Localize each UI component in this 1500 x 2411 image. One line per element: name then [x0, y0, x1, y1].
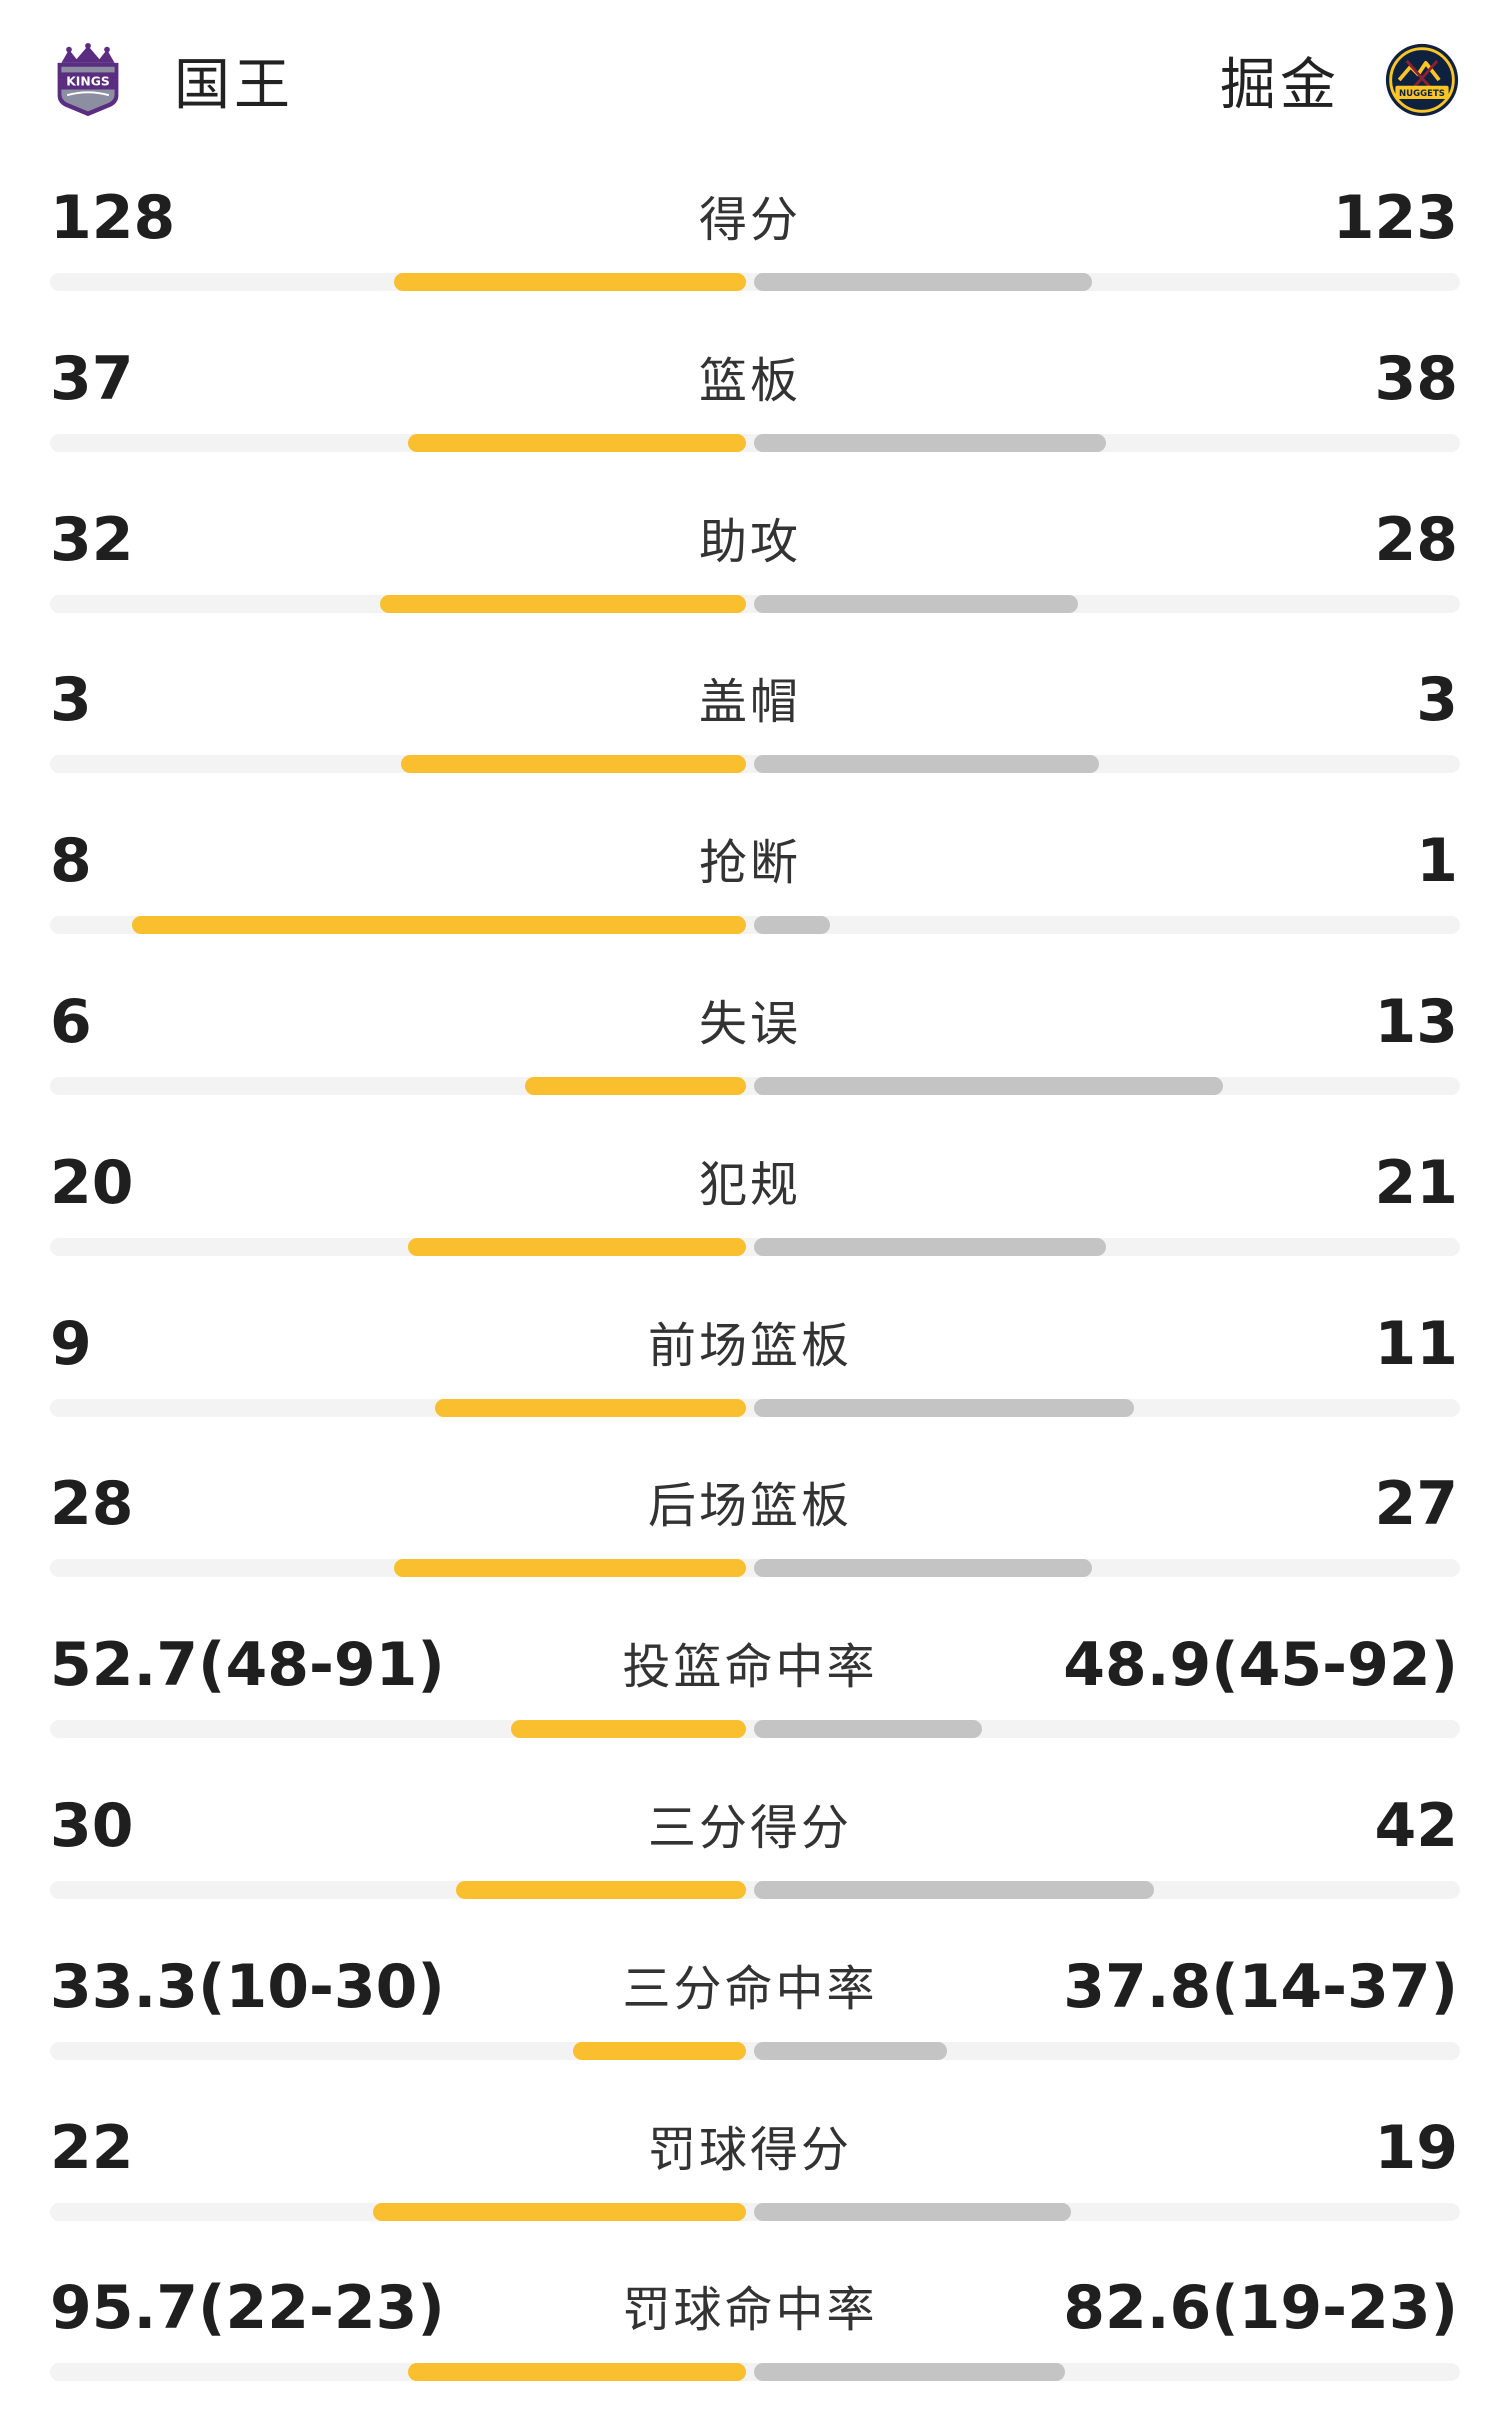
stat-row: 8 抢断 1	[0, 803, 1500, 964]
stat-row: 30 三分得分 42	[0, 1768, 1500, 1929]
home-team[interactable]: KINGS 国王	[50, 40, 294, 120]
stat-row: 37 篮板 38	[0, 321, 1500, 482]
home-stat-value: 33.3(10-30)	[50, 1951, 445, 2022]
away-stat-value: 27	[1374, 1469, 1459, 1540]
stat-label: 助攻	[698, 513, 802, 570]
away-stat-bar	[754, 1720, 982, 1739]
home-stat-value: 52.7(48-91)	[50, 1630, 445, 1701]
away-team[interactable]: NUGGETS 掘金	[1220, 40, 1460, 120]
home-stat-bar	[408, 2363, 746, 2382]
away-stat-value: 38	[1374, 343, 1459, 414]
stat-row: 52.7(48-91) 投篮命中率 48.9(45-92)	[0, 1607, 1500, 1768]
away-stat-bar	[754, 594, 1078, 613]
stat-row: 33.3(10-30) 三分命中率 37.8(14-37)	[0, 1929, 1500, 2090]
stat-row: 20 犯规 21	[0, 1125, 1500, 1286]
home-team-name: 国王	[174, 52, 294, 118]
away-stat-bar	[754, 755, 1099, 774]
away-stat-bar	[754, 1559, 1092, 1578]
stat-row: 9 前场篮板 11	[0, 1286, 1500, 1447]
home-stat-value: 22	[50, 2112, 134, 2183]
home-stat-value: 37	[50, 343, 134, 414]
stat-label: 后场篮板	[647, 1478, 853, 1535]
home-stat-value: 32	[50, 504, 134, 575]
home-stat-bar	[573, 2041, 746, 2060]
home-stat-bar	[380, 594, 746, 613]
home-stat-bar	[408, 433, 746, 452]
home-stat-value: 6	[50, 986, 92, 1057]
home-stat-bar	[435, 1398, 746, 1417]
away-stat-bar	[754, 273, 1092, 291]
stat-label: 前场篮板	[647, 1317, 853, 1374]
stat-label: 盖帽	[698, 674, 802, 731]
away-stat-bar	[754, 433, 1106, 452]
stat-label: 三分得分	[647, 1799, 853, 1856]
home-stat-value: 3	[50, 665, 92, 736]
home-stat-value: 30	[50, 1790, 134, 1861]
away-stat-value: 82.6(19-23)	[1063, 2273, 1458, 2344]
away-team-name: 掘金	[1220, 52, 1340, 118]
home-stat-value: 9	[50, 1308, 92, 1379]
stat-row: 22 罚球得分 19	[0, 2090, 1500, 2251]
nuggets-logo-icon: NUGGETS	[1385, 43, 1459, 117]
home-stat-bar	[394, 1559, 746, 1578]
away-stat-bar	[754, 1237, 1106, 1256]
matchup-header: KINGS 国王 NUGGETS 掘金	[0, 0, 1500, 170]
stat-label: 投篮命中率	[622, 1639, 878, 1696]
home-stat-value: 95.7(22-23)	[50, 2273, 445, 2344]
away-stat-value: 42	[1374, 1790, 1459, 1861]
svg-text:NUGGETS: NUGGETS	[1399, 89, 1445, 99]
stat-label: 得分	[698, 192, 802, 248]
home-stat-bar	[373, 2202, 746, 2221]
stat-row: 3 盖帽 3	[0, 642, 1500, 803]
away-stat-bar	[754, 2202, 1071, 2221]
away-stat-value: 21	[1374, 1147, 1459, 1218]
svg-text:KINGS: KINGS	[66, 75, 110, 89]
away-stat-value: 123	[1332, 183, 1458, 253]
away-stat-value: 3	[1416, 665, 1458, 736]
away-stat-value: 13	[1374, 986, 1459, 1057]
home-stat-bar	[401, 755, 746, 774]
home-stat-bar	[408, 1237, 746, 1256]
kings-logo-icon: KINGS	[57, 42, 119, 117]
home-stat-value: 128	[50, 183, 176, 253]
away-stat-bar	[754, 2363, 1065, 2382]
stat-row: 95.7(22-23) 罚球命中率 82.6(19-23)	[0, 2250, 1500, 2411]
stat-label: 抢断	[698, 835, 802, 892]
away-stat-value: 48.9(45-92)	[1063, 1630, 1458, 1701]
stat-label: 罚球得分	[647, 2121, 853, 2178]
stat-label: 三分命中率	[622, 1960, 878, 2017]
home-stat-bar	[511, 1720, 746, 1739]
away-stat-bar	[754, 1398, 1134, 1417]
away-stat-bar	[754, 916, 830, 935]
stat-label: 罚球命中率	[622, 2282, 878, 2339]
stat-row: 32 助攻 28	[0, 482, 1500, 643]
away-stat-bar	[754, 2041, 947, 2060]
stat-label: 篮板	[698, 352, 802, 409]
stat-rows: 128 得分 123 37 篮板 38 32 助攻 28 3 盖帽 3 8 抢断 1 6 失误 13 20 犯规 21 9…	[0, 160, 1500, 2411]
stat-row: 128 得分 123	[0, 160, 1500, 321]
stat-label: 犯规	[698, 1156, 802, 1213]
stat-row: 6 失误 13	[0, 964, 1500, 1125]
home-stat-bar	[525, 1076, 746, 1095]
home-stat-value: 8	[50, 826, 92, 897]
home-stat-bar	[394, 273, 746, 291]
home-stat-value: 28	[50, 1469, 134, 1540]
away-stat-value: 19	[1374, 2112, 1459, 2183]
home-stat-bar	[456, 1880, 746, 1899]
away-stat-bar	[754, 1076, 1223, 1095]
away-stat-value: 37.8(14-37)	[1063, 1951, 1458, 2022]
away-stat-value: 11	[1374, 1308, 1459, 1379]
stat-label: 失误	[698, 995, 802, 1052]
away-stat-value: 28	[1374, 504, 1459, 575]
home-stat-bar	[132, 916, 746, 935]
home-stat-value: 20	[50, 1147, 134, 1218]
stat-row: 28 后场篮板 27	[0, 1446, 1500, 1607]
away-stat-bar	[754, 1880, 1154, 1899]
away-stat-value: 1	[1416, 826, 1458, 897]
